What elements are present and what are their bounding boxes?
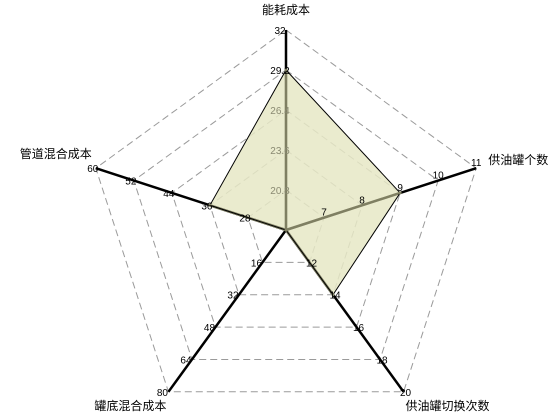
tick-label-axis4-1: 16 <box>251 258 263 269</box>
data-point-4 <box>284 228 288 232</box>
tick-label-axis3-5: 20 <box>400 388 412 399</box>
grid-ring-5 <box>95 29 477 393</box>
tick-label-axis3-1: 12 <box>306 258 318 269</box>
tick-label-axis5-5: 60 <box>87 164 99 175</box>
tick-label-axis4-5: 80 <box>157 388 169 399</box>
axis-title-2: 供油罐个数 <box>488 152 548 167</box>
axis-title-1: 能耗成本 <box>262 3 310 17</box>
axis-title-5: 管道混合成本 <box>20 146 92 161</box>
tick-label-axis1-3: 26.4 <box>270 106 290 117</box>
tick-label-axis2-3: 9 <box>397 183 403 194</box>
grid-ring-3 <box>171 109 401 328</box>
tick-label-axis5-2: 36 <box>201 201 213 212</box>
tick-label-axis1-1: 20.8 <box>270 186 290 197</box>
grid-ring-4 <box>133 69 439 360</box>
axis-line-4 <box>167 229 288 393</box>
tick-label-axis3-2: 14 <box>329 291 341 302</box>
series-spoke-2 <box>285 191 401 232</box>
tick-label-axis2-2: 8 <box>359 195 365 206</box>
tick-label-axis4-3: 48 <box>204 323 216 334</box>
data-point-3 <box>331 293 335 297</box>
tick-label-axis4-4: 64 <box>180 355 192 366</box>
tick-label-axis3-3: 16 <box>353 323 365 334</box>
tick-label-axis5-3: 44 <box>163 189 175 200</box>
axis-title-3: 供油罐切换次数 <box>406 398 490 413</box>
tick-label-axis1-5: 32 <box>274 26 286 37</box>
tick-label-axis5-1: 28 <box>239 214 251 225</box>
tick-label-axis2-1: 7 <box>321 208 327 219</box>
axis-title-4: 罐底混合成本 <box>94 398 166 413</box>
tick-label-axis1-2: 23.6 <box>270 146 290 157</box>
tick-label-axis1-4: 29.2 <box>270 66 290 77</box>
data-point-1 <box>284 68 288 72</box>
tick-label-axis4-2: 32 <box>227 291 239 302</box>
series-outline <box>209 69 401 296</box>
series-area <box>209 70 401 295</box>
data-point-5 <box>208 203 212 207</box>
tick-label-axis2-5: 11 <box>471 158 482 169</box>
data-point-2 <box>398 191 402 195</box>
tick-label-axis3-4: 18 <box>376 355 388 366</box>
tick-label-axis2-4: 10 <box>433 171 445 182</box>
tick-label-axis5-4: 52 <box>125 177 137 188</box>
